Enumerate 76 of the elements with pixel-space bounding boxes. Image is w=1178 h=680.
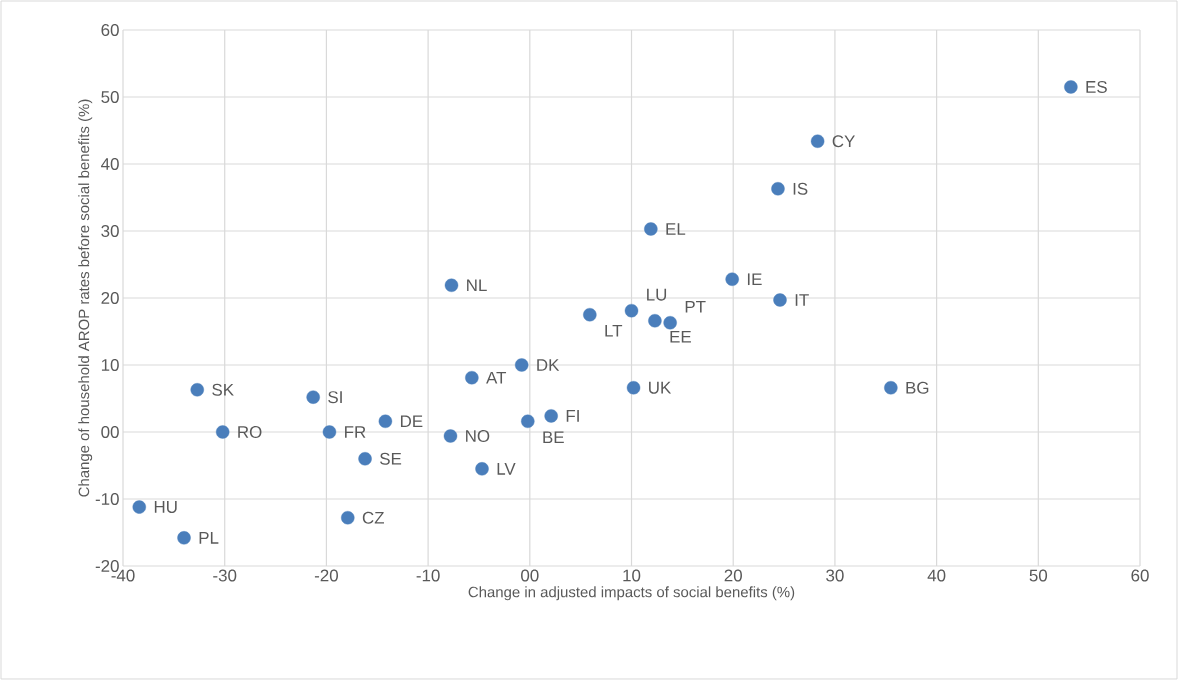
point xyxy=(771,182,785,196)
point xyxy=(1064,80,1078,94)
annotation: UK xyxy=(649,381,672,394)
x-tick-label: -30 xyxy=(213,569,237,582)
point xyxy=(475,462,489,476)
point xyxy=(663,316,677,330)
annotation: IE xyxy=(747,273,762,286)
y-tick-label: -10 xyxy=(95,492,119,505)
point xyxy=(644,222,658,236)
annotation: DK xyxy=(537,359,560,371)
annotation: FR xyxy=(345,426,366,438)
y-tick-label: 30 xyxy=(101,224,119,237)
annotation: PT xyxy=(685,300,706,313)
y-tick-label: 60 xyxy=(101,23,119,36)
annotation: LV xyxy=(497,463,516,475)
point xyxy=(521,414,535,428)
point xyxy=(443,429,458,443)
annotation: CY xyxy=(832,135,855,148)
x-tick-label: 00 xyxy=(521,569,539,582)
y-tick-label: 20 xyxy=(101,291,119,304)
annotation: LU xyxy=(647,288,667,301)
point xyxy=(624,304,639,318)
annotation: IT xyxy=(795,294,809,306)
annotation: LT xyxy=(605,324,623,337)
point xyxy=(648,314,662,328)
annotation: SI xyxy=(328,391,342,404)
annotation: AT xyxy=(486,371,507,384)
x-tick-label: -20 xyxy=(314,569,338,582)
point xyxy=(306,390,320,404)
point xyxy=(810,134,825,148)
x-tick-label: 10 xyxy=(623,569,641,582)
x-tick-label: 50 xyxy=(1029,569,1048,582)
annotation: HU xyxy=(154,501,177,513)
x-axis-title: Change in adjusted impacts of social benefits (%) xyxy=(468,586,795,601)
annotation: CZ xyxy=(362,511,385,524)
annotation: PL xyxy=(199,532,219,544)
point xyxy=(378,414,393,428)
point xyxy=(544,409,558,423)
point xyxy=(725,272,739,286)
point xyxy=(626,381,641,395)
y-tick-label: 00 xyxy=(101,425,119,438)
annotation: RO xyxy=(238,425,262,438)
point xyxy=(190,383,204,397)
annotation: SE xyxy=(380,452,402,465)
y-axis-title: Change of household AROP rates before social benefits (%) xyxy=(78,99,93,497)
x-tick-label: -10 xyxy=(416,569,440,582)
annotation: NO xyxy=(466,430,490,443)
annotation: FI xyxy=(566,410,579,422)
y-tick-label: 50 xyxy=(101,90,119,103)
annotation: NL xyxy=(467,279,487,292)
point xyxy=(465,371,479,385)
x-tick-label: 40 xyxy=(927,569,946,582)
point xyxy=(514,358,529,372)
annotation: EL xyxy=(666,223,686,235)
annotation: IS xyxy=(793,182,808,195)
point xyxy=(132,500,146,514)
y-tick-label: 40 xyxy=(101,157,119,170)
annotation: DE xyxy=(400,415,423,428)
point xyxy=(583,308,597,322)
y-tick-label: 10 xyxy=(101,358,119,371)
point xyxy=(884,381,898,395)
x-tick-label: 60 xyxy=(1131,569,1149,582)
point xyxy=(444,278,459,292)
point xyxy=(177,531,191,545)
point xyxy=(215,425,230,439)
x-tick-label: 30 xyxy=(826,569,844,582)
point xyxy=(773,293,787,307)
point xyxy=(358,452,372,466)
point xyxy=(341,511,355,525)
annotation: BG xyxy=(906,381,929,394)
annotation: BE xyxy=(543,431,564,444)
point xyxy=(322,425,337,439)
x-tick-label: 20 xyxy=(724,569,742,582)
annotation: SK xyxy=(212,383,234,396)
annotation: ES xyxy=(1086,80,1107,93)
annotation: EE xyxy=(670,330,691,343)
